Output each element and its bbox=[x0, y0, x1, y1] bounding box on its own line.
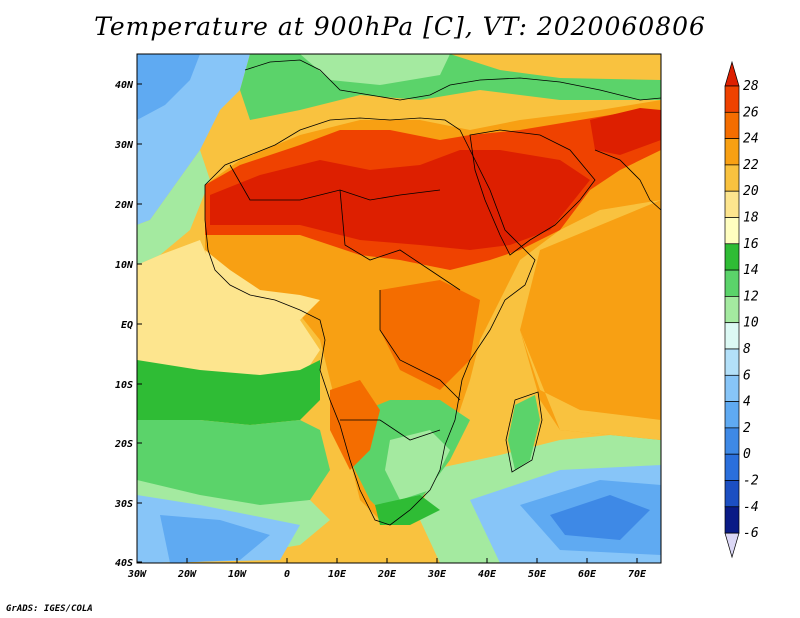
lat-axis: 40N 30N 20N 10N EQ 10S 20S 30S 40S bbox=[114, 80, 142, 569]
colorbar-segment bbox=[724, 401, 740, 429]
colorbar-label: 8 bbox=[743, 342, 751, 357]
lon-tick-40e: 40E bbox=[478, 558, 497, 580]
colorbar-segment bbox=[724, 190, 740, 218]
lat-tick-10s: 10S bbox=[115, 380, 142, 391]
colorbar-segment bbox=[724, 348, 740, 376]
colorbar-segment bbox=[724, 322, 740, 350]
lon-tick-30w: 30W bbox=[127, 558, 147, 580]
lon-tick-30e: 30E bbox=[427, 558, 447, 580]
svg-text:10E: 10E bbox=[328, 569, 347, 580]
colorbar-label: 18 bbox=[743, 211, 759, 226]
colorbar-label: -2 bbox=[743, 474, 759, 489]
credit-text: GrADS: IGES/COLA bbox=[6, 604, 93, 614]
colorbar-segment bbox=[724, 85, 740, 113]
colorbar-segment bbox=[724, 269, 740, 297]
colorbar-bottom-arrow bbox=[724, 532, 740, 559]
colorbar-segment bbox=[724, 453, 740, 481]
lat-tick-20s: 20S bbox=[114, 439, 142, 450]
colorbar-segment bbox=[724, 164, 740, 192]
lon-tick-0: 0 bbox=[284, 558, 290, 580]
svg-text:40N: 40N bbox=[115, 80, 134, 91]
colorbar-label: 2 bbox=[743, 421, 751, 436]
colorbar-segment bbox=[724, 374, 740, 402]
colorbar-segment bbox=[724, 243, 740, 271]
colorbar-label: 4 bbox=[743, 395, 751, 410]
svg-text:20N: 20N bbox=[114, 200, 134, 211]
map-frame bbox=[136, 53, 662, 564]
lon-tick-50e: 50E bbox=[528, 558, 547, 580]
colorbar-label: 22 bbox=[743, 158, 759, 173]
colorbar-label: -4 bbox=[743, 500, 759, 515]
colorbar-label: 16 bbox=[743, 237, 759, 252]
lon-tick-20w: 20W bbox=[177, 558, 197, 580]
temperature-field bbox=[137, 54, 661, 563]
svg-text:60E: 60E bbox=[578, 569, 597, 580]
lon-tick-60e: 60E bbox=[578, 558, 597, 580]
lon-tick-20e: 20E bbox=[377, 558, 397, 580]
colorbar-segment bbox=[724, 506, 740, 534]
colorbar-top-arrow bbox=[724, 60, 740, 87]
svg-text:EQ: EQ bbox=[121, 320, 133, 331]
svg-text:10S: 10S bbox=[115, 380, 133, 391]
colorbar-label: -6 bbox=[743, 526, 759, 541]
lat-tick-20n: 20N bbox=[114, 200, 142, 211]
svg-text:10W: 10W bbox=[228, 569, 247, 580]
svg-text:70E: 70E bbox=[628, 569, 647, 580]
colorbar-label: 26 bbox=[743, 105, 759, 120]
chart-title: Temperature at 900hPa [C], VT: 202006080… bbox=[94, 12, 706, 41]
colorbar-label: 14 bbox=[743, 263, 759, 278]
colorbar-label: 28 bbox=[743, 79, 759, 94]
lat-tick-30s: 30S bbox=[114, 499, 142, 510]
colorbar-segment bbox=[724, 427, 740, 455]
svg-text:40E: 40E bbox=[478, 569, 497, 580]
svg-text:10N: 10N bbox=[115, 260, 134, 271]
lat-tick-30n: 30N bbox=[114, 140, 142, 151]
coastlines bbox=[204, 59, 661, 526]
lon-axis: 30W 20W 10W 0 10E 20E 30E 40E 50E 60E 70… bbox=[127, 558, 647, 580]
lat-tick-40n: 40N bbox=[115, 80, 142, 91]
svg-text:20E: 20E bbox=[377, 569, 397, 580]
lat-tick-40s: 40S bbox=[115, 558, 142, 569]
colorbar-label: 20 bbox=[743, 184, 759, 199]
colorbar-segment bbox=[724, 111, 740, 139]
lat-tick-eq: EQ bbox=[121, 320, 142, 331]
svg-text:0: 0 bbox=[284, 569, 290, 580]
lon-tick-70e: 70E bbox=[628, 558, 647, 580]
lat-tick-10n: 10N bbox=[115, 260, 142, 271]
colorbar-label: 10 bbox=[743, 316, 759, 331]
lon-tick-10w: 10W bbox=[228, 558, 247, 580]
svg-text:40S: 40S bbox=[115, 558, 133, 569]
colorbar-label: 24 bbox=[743, 132, 759, 147]
svg-text:20S: 20S bbox=[114, 439, 133, 450]
colorbar-label: 12 bbox=[743, 289, 759, 304]
svg-text:20W: 20W bbox=[177, 569, 197, 580]
colorbar-segment bbox=[724, 217, 740, 245]
svg-text:30E: 30E bbox=[427, 569, 447, 580]
lon-tick-10e: 10E bbox=[328, 558, 347, 580]
colorbar-label: 6 bbox=[743, 368, 751, 383]
svg-text:30S: 30S bbox=[114, 499, 133, 510]
colorbar-segment bbox=[724, 296, 740, 324]
colorbar-label: 0 bbox=[743, 447, 751, 462]
colorbar-segment bbox=[724, 138, 740, 166]
svg-text:30W: 30W bbox=[127, 569, 147, 580]
svg-text:30N: 30N bbox=[114, 140, 134, 151]
colorbar-segment bbox=[724, 480, 740, 508]
svg-text:50E: 50E bbox=[528, 569, 547, 580]
